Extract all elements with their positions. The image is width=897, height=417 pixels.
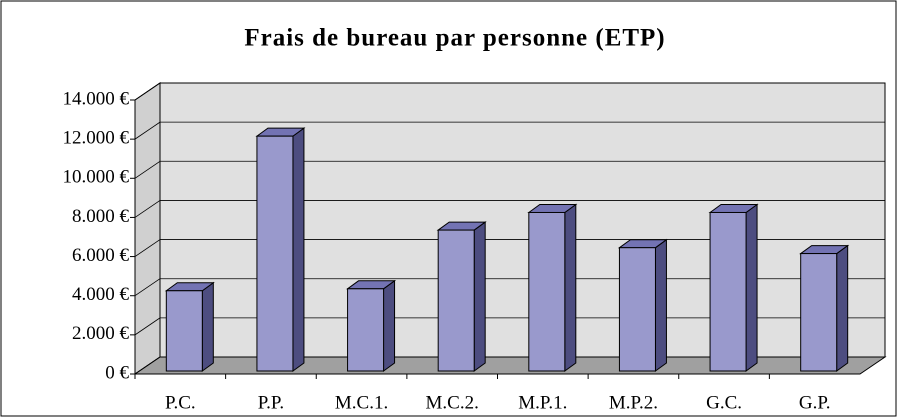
grid-line (134, 160, 161, 179)
chart-title: Frais de bureau par personne (ETP) (244, 25, 665, 52)
y-tick-label: 12.000 € (63, 128, 130, 149)
bar-side (292, 127, 305, 372)
bar-side (383, 279, 396, 372)
x-tick-label: G.C. (706, 392, 742, 413)
grid-line (134, 121, 161, 140)
grid-line (134, 278, 161, 297)
y-tick-label: 4.000 € (72, 284, 130, 305)
grid-line (134, 239, 161, 257)
y-tick-label: 2.000 € (72, 323, 130, 344)
bar (528, 211, 566, 372)
bar-side (564, 203, 577, 372)
x-tick-label: P.P. (258, 392, 284, 413)
side-wall (134, 82, 161, 375)
bar (256, 135, 294, 372)
x-tick-label: G.P. (799, 392, 831, 413)
bar (709, 211, 747, 372)
floor (133, 356, 887, 375)
bar-side (745, 203, 758, 372)
y-tick-label: 10.000 € (63, 167, 130, 188)
x-tick-label: M.C.1. (335, 392, 388, 413)
grid-line (134, 200, 161, 218)
bar-side (836, 244, 849, 372)
bar (165, 290, 203, 372)
x-tick-label: P.C. (165, 392, 196, 413)
bar (347, 288, 385, 372)
x-tick-label: M.P.1. (518, 392, 567, 413)
bar (437, 229, 475, 372)
y-tick-label: 8.000 € (72, 206, 130, 227)
bar-side (201, 281, 214, 372)
grid-line (134, 356, 161, 375)
bar-side (654, 238, 667, 372)
bar (800, 253, 838, 372)
x-tick-label: M.P.2. (609, 392, 658, 413)
y-tick-label: 14.000 € (63, 88, 130, 109)
grid-line (134, 82, 161, 101)
grid-line (134, 317, 161, 336)
y-tick-label: 6.000 € (72, 245, 130, 266)
x-tick-label: M.C.2. (426, 392, 479, 413)
y-tick-label: 0 € (105, 362, 129, 383)
bar (618, 247, 656, 372)
bar-side (473, 221, 486, 372)
